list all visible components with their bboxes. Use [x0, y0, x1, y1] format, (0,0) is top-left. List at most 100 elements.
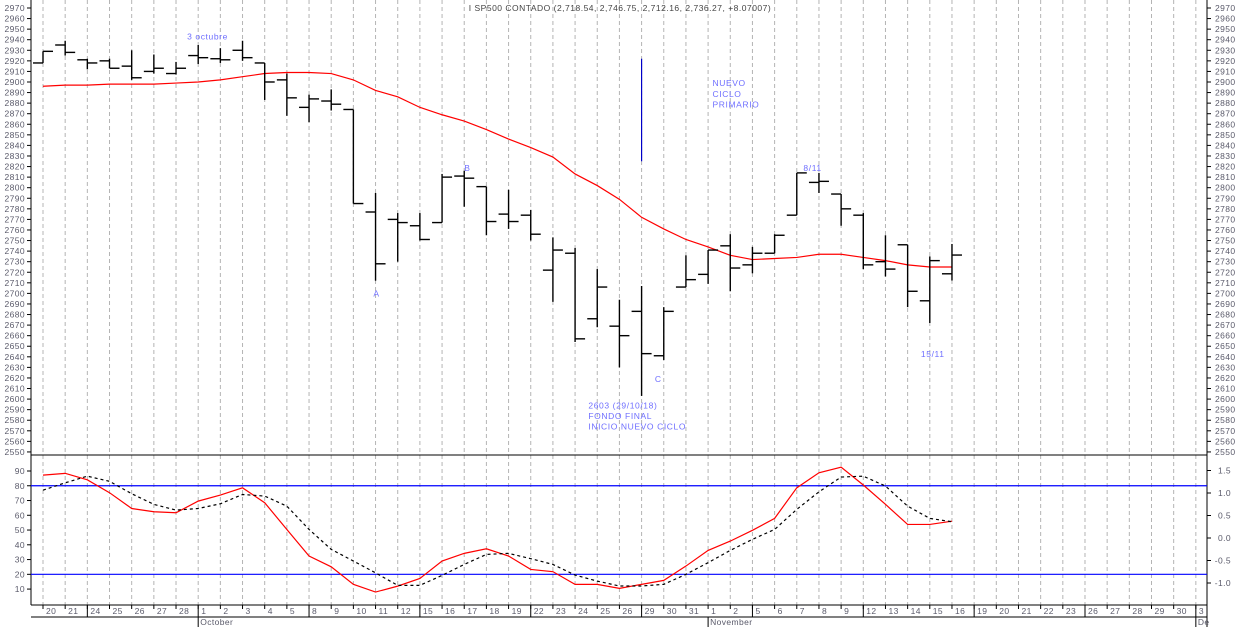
y-tick-label-right: 2650	[1215, 341, 1236, 351]
y-tick-label-left: 2730	[4, 257, 25, 267]
date-label: 22	[534, 606, 544, 616]
y-tick-label-left: 2750	[4, 236, 25, 246]
y-tick-label-right: 2620	[1215, 373, 1236, 383]
y-tick-label-left: 2790	[4, 193, 25, 203]
y-tick-label-right: 2950	[1215, 24, 1236, 34]
y-tick-label-right: 2870	[1215, 109, 1236, 119]
y-tick-label-right: 2890	[1215, 88, 1236, 98]
y-tick-label-right: 2780	[1215, 204, 1236, 214]
annotation: PRIMARIO	[713, 99, 760, 109]
y-tick-label-right: 2670	[1215, 320, 1236, 330]
y-tick-label-left: 2630	[4, 362, 25, 372]
date-label: 28	[1132, 606, 1142, 616]
y-tick-label-left: 2720	[4, 267, 25, 277]
ohlc-bar	[587, 269, 608, 328]
annotation: CICLO	[713, 89, 742, 99]
ohlc-bar	[343, 108, 364, 205]
date-label: 3	[1199, 606, 1204, 616]
lower-y-tick-label-left: 30	[15, 555, 25, 565]
annotation: A	[373, 289, 379, 299]
date-label: 14	[911, 606, 921, 616]
date-label: 25	[600, 606, 610, 616]
y-tick-label-left: 2640	[4, 352, 25, 362]
y-tick-label-left: 2850	[4, 130, 25, 140]
ohlc-bar	[432, 173, 453, 224]
y-tick-label-left: 2570	[4, 426, 25, 436]
y-tick-label-right: 2770	[1215, 214, 1236, 224]
lower-y-tick-label-left: 50	[15, 525, 25, 535]
ohlc-bar	[409, 213, 430, 241]
y-tick-label-right: 2760	[1215, 225, 1236, 235]
date-label: 20	[46, 606, 56, 616]
ohlc-bar	[365, 192, 386, 281]
ohlc-bar	[609, 299, 630, 368]
date-label: 6	[778, 606, 783, 616]
date-label: 23	[1066, 606, 1076, 616]
date-label: 15	[933, 606, 943, 616]
y-tick-label-right: 2610	[1215, 384, 1236, 394]
y-tick-label-right: 2970	[1215, 3, 1236, 13]
y-tick-label-right: 2750	[1215, 236, 1236, 246]
y-tick-label-left: 2840	[4, 140, 25, 150]
ohlc-bar	[786, 172, 807, 216]
date-label: 19	[512, 606, 522, 616]
date-label: 29	[645, 606, 655, 616]
y-tick-label-left: 2860	[4, 119, 25, 129]
ohlc-bar	[498, 189, 519, 229]
ohlc-bar	[166, 61, 187, 75]
y-tick-label-left: 2710	[4, 278, 25, 288]
date-label: 30	[667, 606, 677, 616]
ohlc-bar	[121, 50, 142, 80]
y-tick-label-left: 2810	[4, 172, 25, 182]
y-tick-label-left: 2960	[4, 14, 25, 24]
y-tick-label-left: 2650	[4, 341, 25, 351]
y-tick-label-left: 2830	[4, 151, 25, 161]
date-label: 12	[401, 606, 411, 616]
y-tick-label-left: 2890	[4, 88, 25, 98]
date-label: 4	[268, 606, 273, 616]
ohlc-bar	[77, 58, 98, 70]
date-label: 27	[1110, 606, 1120, 616]
y-tick-label-right: 2600	[1215, 394, 1236, 404]
date-label: 13	[888, 606, 898, 616]
annotation: 15/11	[921, 349, 945, 359]
lower-y-tick-label-right: -0.5	[1215, 556, 1231, 566]
y-tick-label-right: 2940	[1215, 35, 1236, 45]
date-label: 25	[113, 606, 123, 616]
date-label: 27	[157, 606, 167, 616]
date-label: 21	[1021, 606, 1031, 616]
ohlc-bar	[698, 249, 719, 284]
y-tick-label-left: 2770	[4, 214, 25, 224]
date-label: 31	[689, 606, 699, 616]
date-label: 5	[755, 606, 760, 616]
month-label: De	[1198, 617, 1210, 627]
date-label: 17	[467, 606, 477, 616]
date-label: 26	[1088, 606, 1098, 616]
date-label: 5	[290, 606, 295, 616]
y-tick-label-right: 2740	[1215, 246, 1236, 256]
y-tick-label-left: 2760	[4, 225, 25, 235]
annotation: B	[464, 163, 470, 173]
y-tick-label-left: 2780	[4, 204, 25, 214]
ohlc-bar	[321, 89, 342, 111]
y-tick-label-right: 2820	[1215, 162, 1236, 172]
date-label: 9	[334, 606, 339, 616]
y-tick-label-right: 2880	[1215, 98, 1236, 108]
y-tick-label-right: 2710	[1215, 278, 1236, 288]
lower-y-tick-label-right: 1.0	[1218, 488, 1231, 498]
date-label: 1	[201, 606, 206, 616]
date-label: 28	[179, 606, 189, 616]
y-tick-label-left: 2610	[4, 384, 25, 394]
date-label: 16	[445, 606, 455, 616]
lower-y-tick-label-right: -1.0	[1215, 578, 1231, 588]
y-tick-label-left: 2680	[4, 310, 25, 320]
y-tick-label-left: 2690	[4, 299, 25, 309]
y-tick-label-right: 2860	[1215, 119, 1236, 129]
date-label: 23	[556, 606, 566, 616]
y-tick-label-left: 2820	[4, 162, 25, 172]
ohlc-bar	[808, 172, 829, 193]
y-tick-label-right: 2590	[1215, 405, 1236, 415]
date-label: 10	[356, 606, 366, 616]
month-label: November	[710, 617, 752, 627]
ohlc-bar	[897, 244, 918, 308]
